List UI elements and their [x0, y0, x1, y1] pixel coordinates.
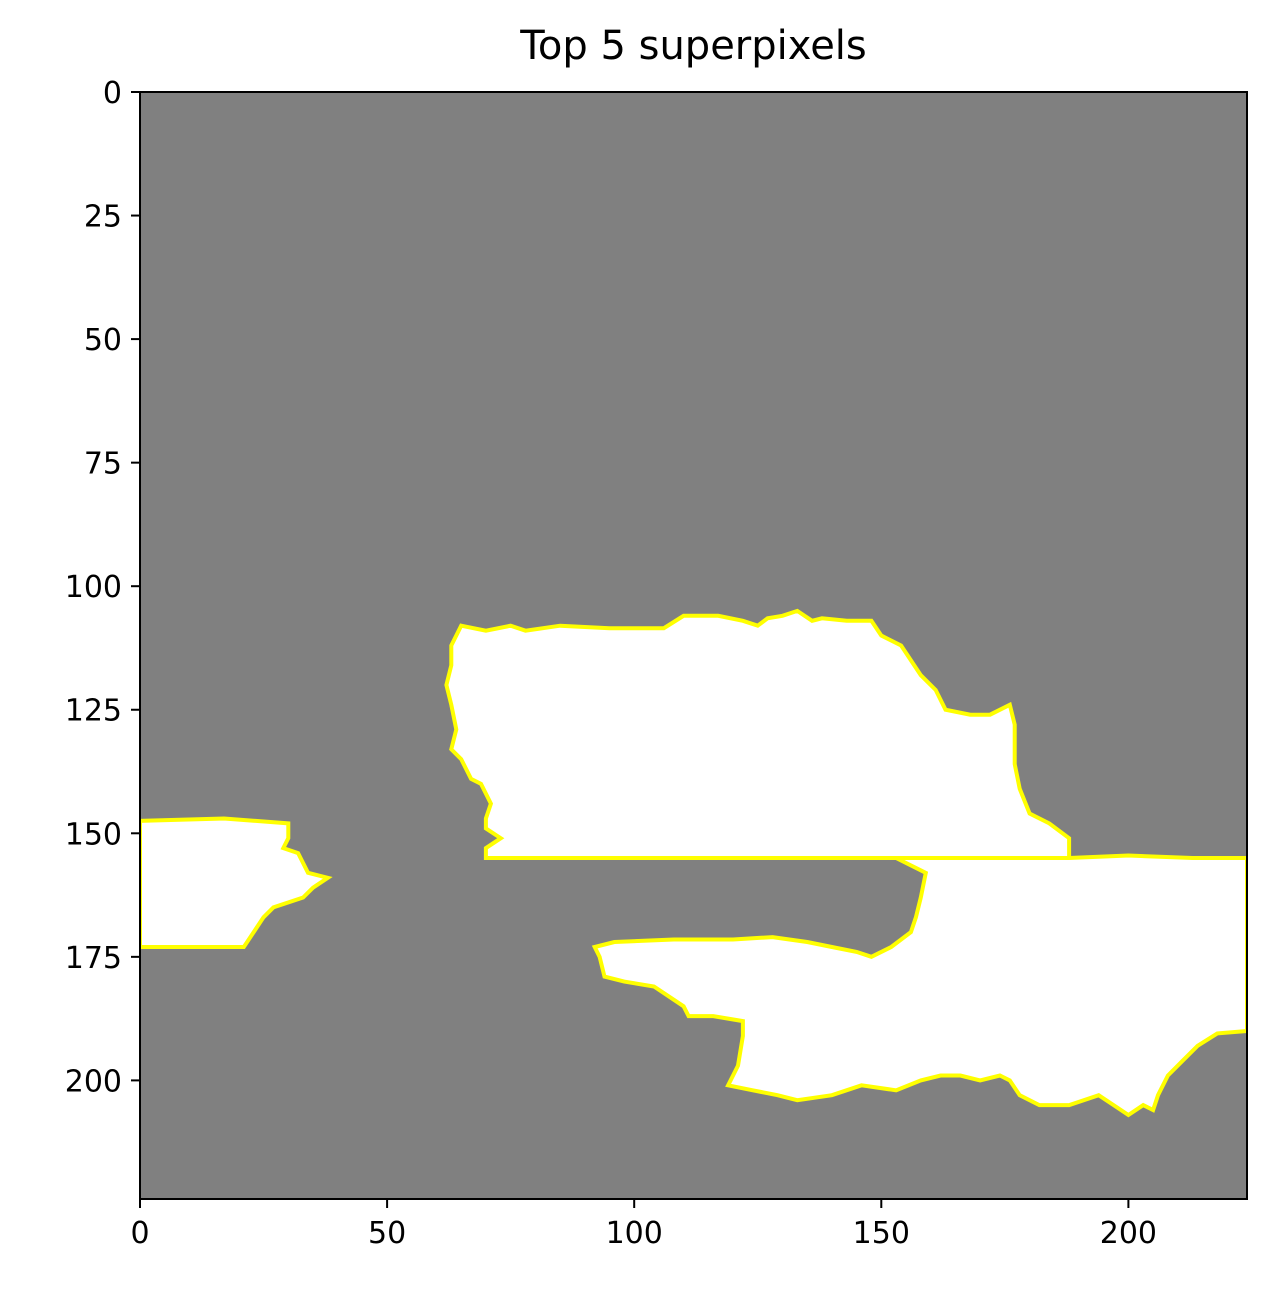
superpixel-region-3: [591, 853, 1247, 1118]
y-tick-label-5: 125: [65, 694, 122, 729]
superpixel-regions: [140, 608, 1247, 1118]
superpixel-region-2: [444, 608, 1072, 860]
y-tick-label-1: 25: [84, 200, 122, 235]
y-tick-label-6: 150: [65, 817, 122, 852]
x-tick-label-0: 0: [130, 1216, 149, 1251]
superpixel-region-1: [140, 816, 333, 949]
y-tick-label-2: 50: [84, 323, 122, 358]
x-tick-label-1: 50: [368, 1216, 406, 1251]
y-tick-label-7: 175: [65, 941, 122, 976]
axes-frame: [139, 91, 1248, 1200]
axes: 0 50 100 150 200 0 25 50 75 100 125 150 175 200: [65, 76, 1248, 1251]
plot-area: [140, 92, 1247, 1199]
x-tick-label-3: 150: [853, 1216, 910, 1251]
chart-title: Top 5 superpixels: [520, 23, 867, 69]
y-tick-label-8: 200: [65, 1064, 122, 1099]
y-tick-label-3: 75: [84, 447, 122, 482]
x-tick-label-2: 100: [606, 1216, 663, 1251]
y-tick-label-4: 100: [65, 570, 122, 605]
x-tick-label-4: 200: [1100, 1216, 1157, 1251]
y-tick-label-0: 0: [103, 76, 122, 111]
